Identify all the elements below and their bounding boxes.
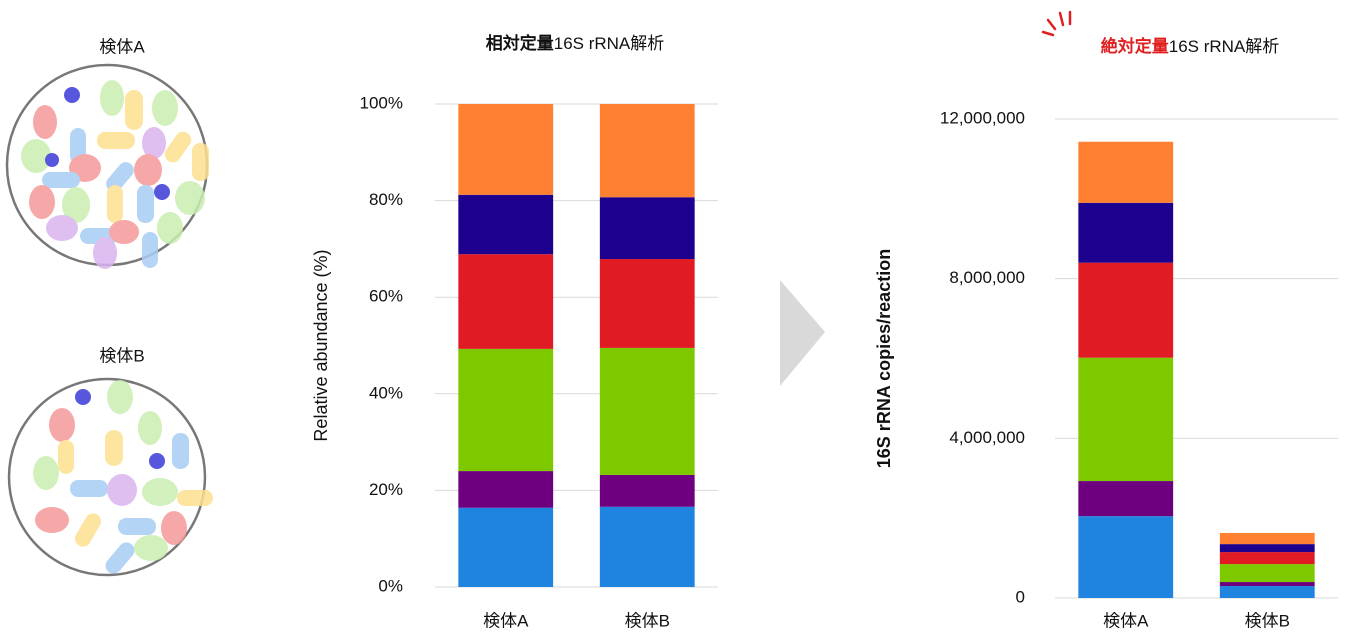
bacteria xyxy=(21,80,209,269)
emphasis-burst xyxy=(1041,10,1072,37)
bar-segment xyxy=(458,507,554,587)
y-tick-label: 8,000,000 xyxy=(949,268,1025,287)
bar-segment xyxy=(458,254,554,349)
y-tick-label: 0% xyxy=(378,576,403,595)
x-tick-label: 検体B xyxy=(625,611,670,630)
bar-segment xyxy=(458,348,554,472)
y-tick-label: 100% xyxy=(360,93,403,112)
y-tick-label: 80% xyxy=(369,190,403,209)
x-tick-label: 検体B xyxy=(1245,611,1290,630)
sample-illustrations: 検体A xyxy=(5,37,213,577)
y-axis-label: 16S rRNA copies/reaction xyxy=(874,249,894,468)
bar-segment xyxy=(1219,544,1315,553)
sample-label: 検体B xyxy=(99,346,144,365)
bar-segment xyxy=(1219,564,1315,583)
bacteria xyxy=(33,380,213,574)
y-axis-label: Relative abundance (%) xyxy=(311,249,331,441)
bar-segment xyxy=(1219,552,1315,565)
bar-segment xyxy=(599,506,695,587)
bar-segment xyxy=(1219,532,1315,545)
x-tick-label: 検体A xyxy=(483,611,529,630)
chart-title-rest: 16S rRNA解析 xyxy=(554,34,665,53)
y-tick-label: 0 xyxy=(1016,587,1025,606)
bar-segment xyxy=(1078,516,1174,598)
chart-title-rest: 16S rRNA解析 xyxy=(1169,37,1280,56)
bar-segment xyxy=(1078,357,1174,482)
y-tick-label: 20% xyxy=(369,480,403,499)
bar-segment xyxy=(458,194,554,255)
x-tick-label: 検体A xyxy=(1103,611,1149,630)
bar-segment xyxy=(458,471,554,508)
chart-title: 相対定量16S rRNA解析 xyxy=(486,33,665,53)
arrow xyxy=(780,280,825,386)
chart-title-emphasis: 相対定量 xyxy=(486,33,554,53)
bar-segment xyxy=(1078,141,1174,203)
y-tick-label: 40% xyxy=(369,383,403,402)
sample-label: 検体A xyxy=(99,37,145,56)
bar-segment xyxy=(599,197,695,260)
chart-title-emphasis: 絶対定量 xyxy=(1101,36,1169,56)
bar-segment xyxy=(1078,202,1174,263)
bar-segment xyxy=(599,104,695,198)
bar-segment xyxy=(458,104,554,195)
bar-segment xyxy=(1219,586,1315,598)
bar-segment xyxy=(1078,262,1174,358)
bar-segment xyxy=(599,259,695,348)
chart-title: 絶対定量16S rRNA解析 xyxy=(1101,36,1280,56)
bar-segment xyxy=(599,347,695,475)
bar-segment xyxy=(599,474,695,507)
bar-segment xyxy=(1078,481,1174,517)
y-tick-label: 12,000,000 xyxy=(940,108,1025,127)
y-tick-label: 4,000,000 xyxy=(949,428,1025,447)
bar-segment xyxy=(1219,582,1315,587)
y-tick-label: 60% xyxy=(369,287,403,306)
